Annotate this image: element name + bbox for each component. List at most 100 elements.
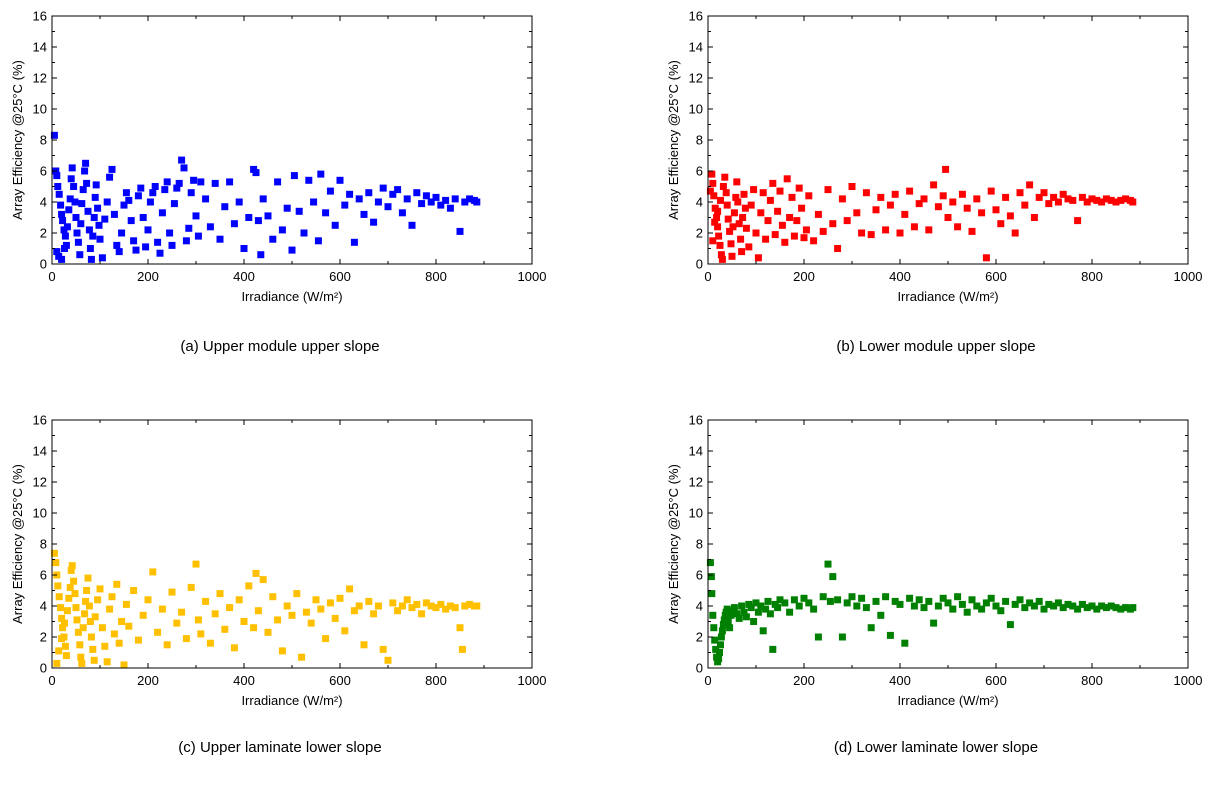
chart-caption-d: (d) Lower laminate lower slope: [833, 739, 1039, 756]
data-point: [944, 599, 952, 607]
data-point: [144, 596, 152, 604]
data-point: [1035, 597, 1043, 605]
data-point: [278, 647, 286, 655]
x-tick-label: 0: [704, 269, 711, 284]
data-point: [221, 625, 229, 633]
data-point: [1112, 198, 1120, 206]
data-point: [50, 131, 58, 139]
data-point: [1016, 596, 1024, 604]
data-point: [1040, 189, 1048, 197]
data-point: [1045, 200, 1053, 208]
data-point: [877, 193, 885, 201]
data-point: [795, 602, 803, 610]
data-point: [178, 608, 186, 616]
x-tick-label: 200: [137, 269, 159, 284]
data-point: [61, 232, 69, 240]
data-point: [872, 206, 880, 214]
data-point: [730, 209, 738, 217]
data-point: [930, 181, 938, 189]
data-point: [326, 187, 334, 195]
data-point: [715, 232, 723, 240]
data-point: [403, 596, 411, 604]
data-point: [89, 645, 97, 653]
data-point: [235, 596, 243, 604]
data-point: [168, 241, 176, 249]
data-point: [709, 179, 717, 187]
data-point: [896, 600, 904, 608]
x-tick-label: 200: [793, 269, 815, 284]
data-point: [958, 600, 966, 608]
data-point: [66, 195, 74, 203]
data-point: [264, 212, 272, 220]
data-point: [295, 207, 303, 215]
data-point: [968, 596, 976, 604]
data-point: [826, 597, 834, 605]
data-point: [724, 215, 732, 223]
data-point: [708, 590, 716, 598]
y-tick-label: 10: [33, 506, 47, 521]
data-point: [137, 184, 145, 192]
data-point: [766, 196, 774, 204]
data-point: [1054, 599, 1062, 607]
data-point: [1122, 195, 1130, 203]
data-point: [1093, 605, 1101, 613]
data-point: [1026, 599, 1034, 607]
data-point: [67, 566, 75, 574]
data-point: [954, 593, 962, 601]
data-point: [882, 226, 890, 234]
data-point: [163, 641, 171, 649]
data-point: [882, 593, 890, 601]
data-point: [94, 204, 102, 212]
data-point: [70, 183, 78, 190]
data-point: [968, 227, 976, 235]
y-tick-label: 4: [40, 195, 47, 210]
data-point: [58, 255, 66, 263]
scatter-chart-b: 0 200 400 600 800 1000 0 2 4 6 8 10 12 14 16 Irradiance…: [666, 9, 1202, 305]
data-point: [829, 573, 837, 581]
data-point: [1016, 189, 1024, 197]
data-point: [764, 597, 772, 605]
data-point: [1064, 600, 1072, 608]
data-point: [108, 593, 116, 601]
data-point: [915, 200, 923, 208]
data-point: [1035, 193, 1043, 201]
data-point: [771, 231, 779, 239]
data-point: [120, 661, 128, 669]
x-tick-label: 400: [889, 269, 911, 284]
data-point: [896, 229, 904, 237]
data-point: [73, 229, 81, 237]
data-point: [717, 641, 724, 649]
data-point: [1074, 605, 1082, 613]
data-point: [302, 608, 310, 616]
data-point: [82, 597, 90, 605]
data-point: [178, 156, 186, 164]
y-axis-label-a: Array Efficiency @25°C (%): [10, 60, 25, 220]
data-point: [66, 583, 74, 591]
data-point: [1098, 602, 1106, 610]
data-point: [838, 195, 846, 203]
data-point: [982, 599, 990, 607]
data-point: [197, 630, 205, 638]
data-point: [432, 604, 440, 612]
data-point: [226, 178, 234, 186]
data-point: [110, 630, 118, 638]
data-point: [446, 602, 454, 610]
data-point: [374, 198, 382, 206]
data-point: [120, 201, 128, 209]
y-tick-label: 6: [40, 568, 47, 583]
data-point: [711, 636, 719, 644]
data-point: [920, 195, 928, 203]
data-point: [57, 201, 65, 209]
x-tick-label: 800: [1081, 269, 1103, 284]
data-point: [925, 597, 933, 605]
x-axis-label-c: Irradiance (W/m²): [241, 693, 342, 708]
data-point: [949, 198, 957, 206]
data-point: [733, 610, 741, 618]
data-point: [442, 605, 450, 613]
y-tick-label: 16: [689, 9, 703, 24]
data-point: [939, 192, 947, 200]
data-point: [708, 170, 716, 178]
data-point: [466, 600, 474, 608]
data-point: [714, 207, 722, 215]
y-tick-label: 8: [40, 133, 47, 148]
